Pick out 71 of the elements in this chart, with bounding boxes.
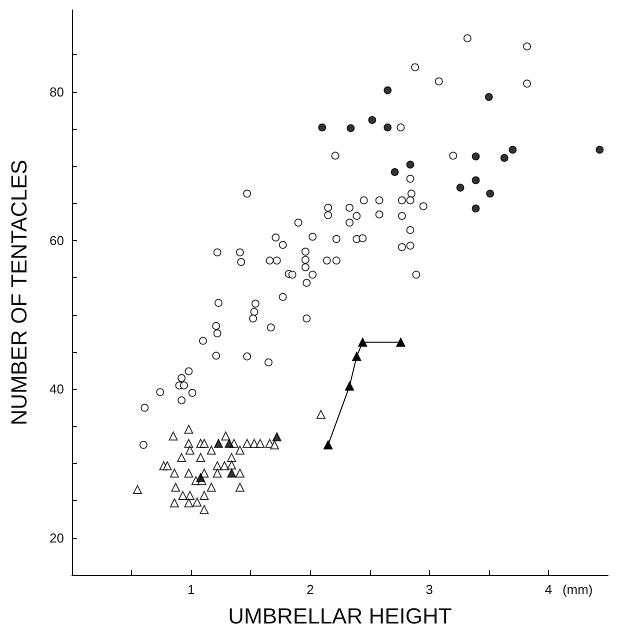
y-tick-label: 60 bbox=[50, 232, 64, 248]
point bbox=[346, 124, 355, 132]
point bbox=[184, 438, 194, 448]
point bbox=[242, 438, 252, 448]
y-axis-title: NUMBER OF TENTACLES bbox=[6, 160, 32, 426]
point bbox=[472, 176, 480, 184]
point bbox=[235, 468, 244, 478]
point bbox=[368, 116, 376, 124]
point bbox=[358, 338, 368, 347]
point bbox=[170, 468, 179, 478]
point bbox=[220, 461, 229, 470]
point bbox=[170, 498, 179, 508]
x-tick-label: 2 bbox=[306, 582, 314, 597]
y-tick-label: 20 bbox=[50, 530, 64, 546]
point bbox=[212, 461, 222, 470]
point bbox=[390, 168, 399, 176]
point bbox=[200, 490, 209, 500]
point bbox=[185, 446, 194, 455]
point bbox=[214, 438, 224, 448]
point bbox=[500, 154, 508, 162]
point bbox=[221, 431, 230, 440]
point bbox=[192, 498, 202, 507]
x-tick-label: 3 bbox=[426, 582, 433, 597]
point bbox=[178, 490, 188, 500]
point bbox=[456, 184, 464, 192]
point bbox=[352, 352, 362, 361]
point bbox=[472, 152, 480, 160]
point bbox=[185, 490, 194, 500]
point bbox=[171, 482, 180, 492]
point bbox=[270, 440, 279, 450]
x-axis-title: UMBRELLAR HEIGHT bbox=[228, 604, 452, 628]
point bbox=[184, 468, 194, 478]
point bbox=[177, 453, 186, 462]
point bbox=[472, 204, 480, 212]
point bbox=[484, 92, 493, 101]
point bbox=[324, 440, 333, 450]
y-tick-label: 80 bbox=[50, 84, 64, 100]
point bbox=[406, 160, 414, 169]
point bbox=[184, 424, 194, 434]
point bbox=[396, 338, 406, 347]
point bbox=[227, 468, 236, 478]
point bbox=[206, 446, 216, 455]
point bbox=[345, 382, 354, 391]
point bbox=[184, 498, 194, 508]
point bbox=[256, 438, 265, 448]
point bbox=[235, 482, 244, 492]
text: (mm) bbox=[562, 582, 593, 597]
point bbox=[162, 461, 172, 470]
point bbox=[200, 438, 209, 448]
point bbox=[235, 446, 244, 455]
point bbox=[272, 432, 282, 442]
point bbox=[206, 482, 216, 492]
x-tick-label: 4 bbox=[544, 582, 552, 597]
x-tick-label: 1 bbox=[187, 582, 195, 597]
point bbox=[486, 190, 494, 198]
point bbox=[200, 505, 209, 514]
point bbox=[224, 438, 234, 448]
point bbox=[384, 123, 392, 132]
point bbox=[508, 146, 517, 154]
point bbox=[212, 468, 222, 478]
point bbox=[227, 453, 236, 462]
point bbox=[316, 410, 326, 419]
point bbox=[133, 485, 142, 494]
y-tick-label: 40 bbox=[50, 382, 64, 397]
point bbox=[596, 146, 604, 154]
point bbox=[196, 453, 206, 462]
point bbox=[196, 473, 206, 482]
point bbox=[227, 460, 236, 470]
point bbox=[168, 431, 178, 440]
point bbox=[384, 86, 392, 94]
point bbox=[318, 123, 326, 132]
